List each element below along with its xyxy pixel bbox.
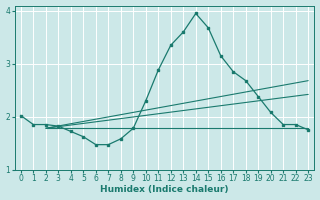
X-axis label: Humidex (Indice chaleur): Humidex (Indice chaleur) — [100, 185, 229, 194]
